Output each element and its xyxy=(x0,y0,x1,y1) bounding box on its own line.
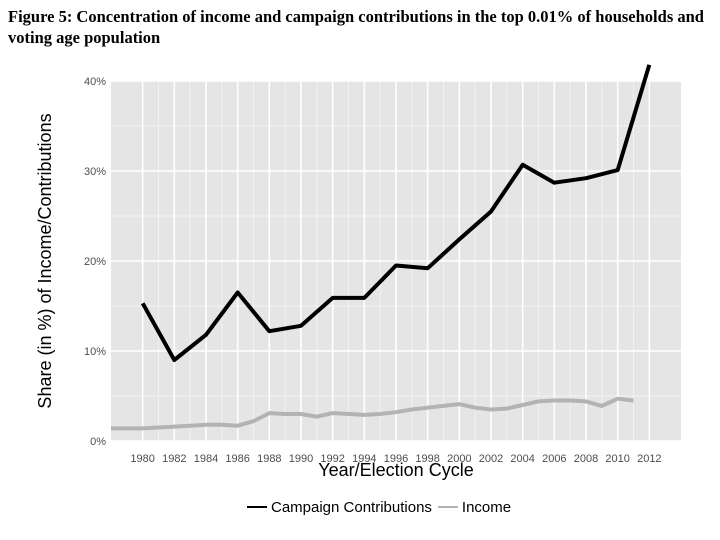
x-tick-label: 1998 xyxy=(415,453,439,465)
x-tick-label: 2008 xyxy=(574,453,598,465)
y-axis-title: Share (in %) of Income/Contributions xyxy=(35,113,55,408)
x-tick-label: 1988 xyxy=(257,453,281,465)
y-tick-label: 10% xyxy=(84,346,106,358)
figure-caption: Figure 5: Concentration of income and ca… xyxy=(8,7,704,47)
x-tick-label: 2002 xyxy=(479,453,503,465)
y-axis-ticks: 0% 10% 20% 30% 40% xyxy=(84,76,106,448)
series-line-campaign-contributions xyxy=(140,64,652,362)
x-tick-label: 1986 xyxy=(225,453,249,465)
legend-label: Income xyxy=(462,499,511,516)
x-tick-label: 2000 xyxy=(447,453,471,465)
x-tick-label: 1990 xyxy=(289,453,313,465)
major-gridlines xyxy=(111,80,681,442)
x-tick-label: 2010 xyxy=(605,453,629,465)
x-axis-ticks: 1980 1982 1984 1986 1988 1990 1992 1994 1996 1998… xyxy=(130,453,661,465)
y-tick-label: 0% xyxy=(90,436,106,448)
y-tick-label: 40% xyxy=(84,76,106,88)
x-tick-label: 2006 xyxy=(542,453,566,465)
x-tick-label: 1992 xyxy=(320,453,344,465)
y-tick-label: 30% xyxy=(84,166,106,178)
series-line-income xyxy=(111,396,634,431)
x-tick-label: 2012 xyxy=(637,453,661,465)
y-tick-label: 20% xyxy=(84,256,106,268)
x-tick-label: 1982 xyxy=(162,453,186,465)
x-axis-title: Year/Election Cycle xyxy=(318,460,473,480)
legend-label: Campaign Contributions xyxy=(271,499,432,516)
x-tick-label: 1994 xyxy=(352,453,376,465)
legend: Campaign Contributions Income xyxy=(247,499,511,516)
x-tick-label: 1984 xyxy=(194,453,218,465)
x-tick-label: 1980 xyxy=(130,453,154,465)
x-tick-label: 2004 xyxy=(510,453,534,465)
x-tick-label: 1996 xyxy=(384,453,408,465)
series-layer xyxy=(111,64,652,431)
